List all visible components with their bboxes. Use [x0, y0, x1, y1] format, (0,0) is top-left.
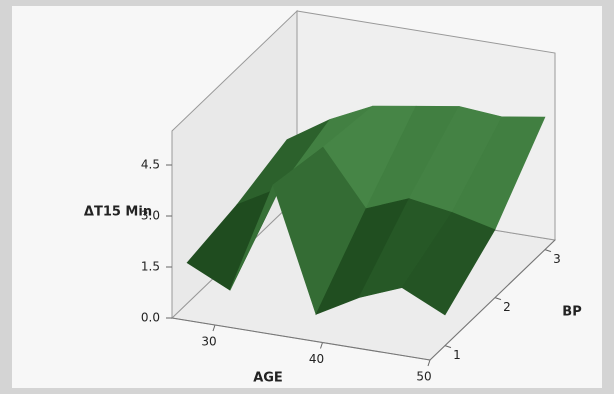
tick-mark	[212, 324, 216, 332]
tick-label: 40	[309, 352, 324, 366]
tick-mark	[427, 359, 431, 367]
tick-label: 30	[201, 335, 216, 349]
tick-label: 4.5	[141, 158, 160, 172]
y-axis-label: BP	[562, 305, 581, 320]
tick-mark	[494, 297, 502, 301]
box-edge	[429, 239, 556, 361]
tick-label: 3	[553, 252, 561, 266]
x-axis-label: AGE	[253, 371, 283, 386]
z-axis-label: ΔT15 Min	[84, 205, 152, 220]
tick-label: 0.0	[141, 311, 160, 325]
box-edge	[171, 317, 431, 361]
tick-label: 2	[503, 300, 511, 314]
tick-label: 3.0	[141, 209, 160, 223]
tick-label: 1	[453, 348, 461, 362]
tick-label: 1.5	[141, 260, 160, 274]
tick-mark	[320, 342, 323, 349]
tick-mark	[444, 345, 452, 349]
tick-label: 50	[416, 370, 431, 384]
tick-mark	[544, 249, 552, 253]
surface-patch	[401, 212, 496, 316]
